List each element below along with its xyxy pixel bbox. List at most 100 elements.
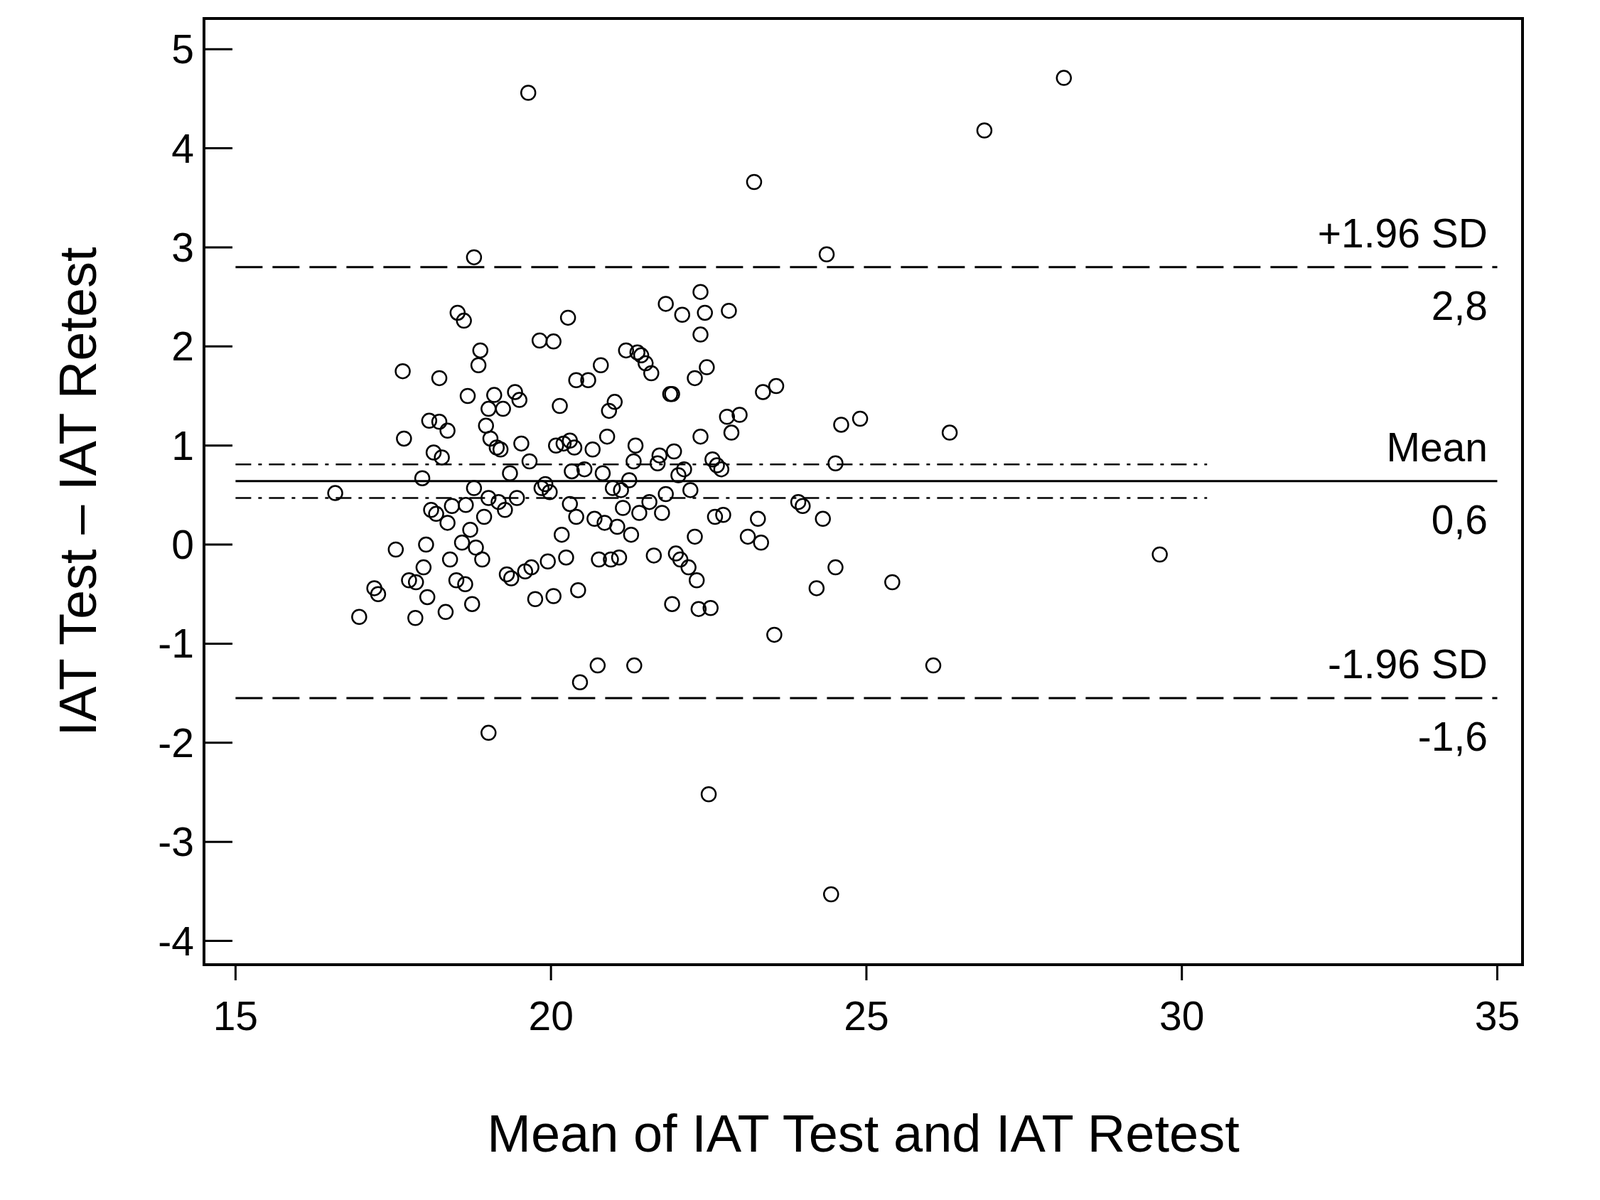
reference-line [235, 697, 1497, 700]
point [699, 360, 714, 375]
point [942, 425, 957, 440]
point [407, 610, 423, 625]
point [438, 604, 453, 620]
point [698, 305, 713, 320]
point [626, 658, 642, 673]
point [546, 334, 561, 349]
point [791, 494, 806, 509]
point [503, 570, 519, 585]
point [497, 502, 512, 517]
y-tick [203, 840, 233, 844]
point [977, 122, 992, 138]
point [426, 444, 441, 460]
point [689, 572, 704, 588]
point [499, 567, 514, 582]
point [577, 462, 592, 477]
y-tick-label: -4 [157, 918, 195, 964]
point [665, 386, 680, 401]
point [532, 333, 547, 348]
y-tick-label: 2 [171, 323, 195, 369]
point [444, 498, 460, 514]
point [828, 560, 843, 575]
point [590, 658, 605, 673]
reference-line [235, 479, 1497, 482]
point [534, 481, 549, 496]
point [524, 560, 539, 575]
y-tick [203, 48, 233, 51]
point [486, 388, 502, 403]
point [654, 505, 669, 520]
point [675, 307, 690, 322]
point [1152, 547, 1168, 562]
mean-ci-line [235, 496, 1207, 499]
point [420, 589, 435, 605]
y-tick-label: 4 [171, 125, 195, 172]
x-tick-label: 25 [843, 992, 889, 1039]
reference-line-name: Mean [1386, 424, 1488, 470]
point [754, 535, 769, 550]
point [408, 575, 423, 590]
point [396, 431, 411, 446]
point [926, 658, 941, 673]
chart: -4-3-2-10123451520253035+1.96 SD2,8Mean0… [0, 0, 1600, 1200]
y-tick-label: 3 [171, 224, 195, 271]
point [415, 471, 430, 486]
x-tick [234, 964, 237, 981]
reference-line [235, 265, 1497, 268]
point [681, 560, 696, 575]
point [766, 627, 782, 642]
point [715, 507, 730, 522]
point [701, 786, 716, 802]
point [581, 373, 596, 388]
point [683, 482, 698, 497]
point [747, 174, 762, 190]
point [624, 527, 639, 542]
point [464, 597, 480, 612]
point [703, 600, 718, 615]
point [769, 378, 784, 394]
y-tick [203, 147, 233, 150]
point [371, 587, 386, 602]
point [710, 458, 725, 473]
y-tick [203, 345, 233, 348]
point [611, 550, 627, 565]
x-tick [1180, 964, 1183, 981]
point [732, 407, 748, 422]
point [562, 496, 578, 512]
point [554, 527, 569, 542]
point [528, 592, 543, 607]
point [714, 462, 729, 477]
point [351, 609, 367, 625]
point [595, 466, 610, 481]
point [1056, 71, 1072, 86]
point [815, 511, 831, 526]
point [418, 537, 433, 552]
point [670, 468, 686, 483]
point [693, 327, 708, 342]
point [473, 343, 488, 358]
point [442, 552, 458, 567]
point [521, 86, 536, 101]
y-axis-label: IAT Test – IAT Retest [48, 246, 108, 737]
point [540, 554, 556, 569]
point [328, 486, 343, 501]
point [658, 296, 674, 311]
y-tick [203, 939, 233, 942]
plot-area [235, 71, 1497, 902]
point [666, 444, 681, 459]
x-tick [865, 964, 868, 981]
point [585, 442, 600, 457]
point [522, 454, 537, 469]
point [493, 442, 508, 457]
point [496, 401, 511, 416]
point [755, 384, 770, 399]
point [642, 494, 657, 509]
point [458, 497, 473, 512]
mean-ci-line [235, 463, 1207, 466]
point [795, 498, 810, 514]
reference-line-value: 2,8 [1431, 282, 1488, 329]
point [471, 358, 486, 373]
x-tick-label: 20 [528, 992, 573, 1039]
point [502, 466, 517, 481]
point [474, 552, 490, 567]
